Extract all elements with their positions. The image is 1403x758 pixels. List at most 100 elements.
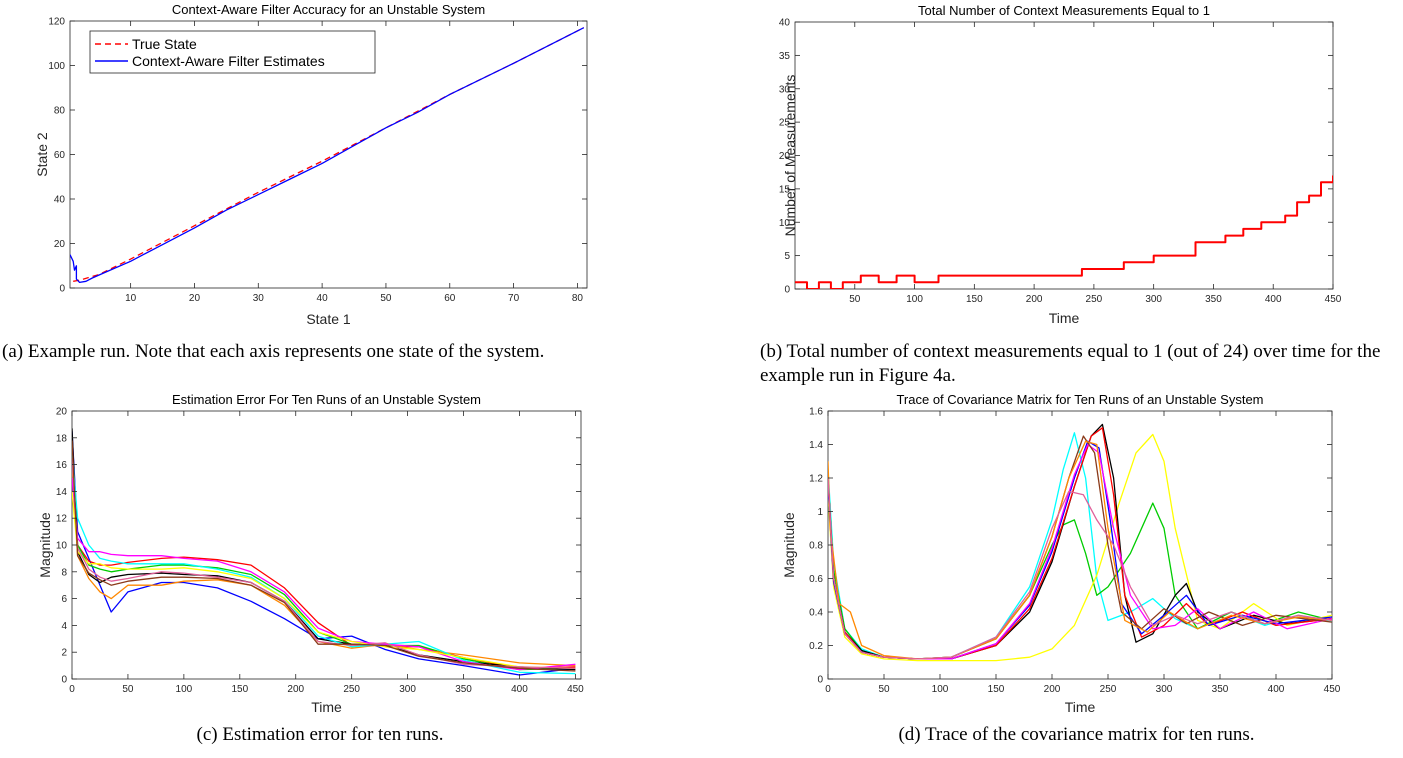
- series-line-2: [70, 27, 585, 284]
- x-tick-label: 250: [1086, 294, 1103, 305]
- y-tick-label: 10: [779, 218, 791, 229]
- y-tick-label: 0: [784, 285, 790, 296]
- x-tick-label: 350: [1205, 294, 1222, 305]
- series-group: [795, 175, 1333, 289]
- y-tick-label: 60: [54, 150, 66, 161]
- caption-c: (c) Estimation error for ten runs.: [196, 724, 444, 745]
- plot-area: [827, 410, 1333, 680]
- y-tick-label: 35: [779, 51, 791, 62]
- x-tick-label: 150: [231, 684, 248, 695]
- chart-b: 50 100 150 200 250 300 350 400 450 0 5 10 15 20 25 30 35…: [779, 3, 1342, 326]
- x-tick-label: 450: [1324, 684, 1341, 695]
- x-tick-label: 30: [253, 293, 265, 304]
- series-line-6: [72, 451, 576, 675]
- y-tick-label: 0.6: [809, 574, 823, 585]
- x-tick-label: 200: [1044, 684, 1061, 695]
- y-tick-label: 6: [61, 594, 67, 605]
- series-group: [70, 27, 585, 284]
- x-tick-label: 400: [1268, 684, 1285, 695]
- y-tick-label: 20: [779, 151, 791, 162]
- chart-title: Total Number of Context Measurements Equ…: [918, 3, 1210, 18]
- y-tick-label: 100: [48, 61, 65, 72]
- y-tick-label: 12: [56, 514, 68, 525]
- chart-c: 0 50 100 150 200 250 300 350 400 450 0 2 4 6 8 10 12 14 16…: [37, 392, 584, 715]
- y-tick-label: 1.2: [809, 474, 823, 485]
- x-tick-label: 0: [825, 684, 831, 695]
- x-tick-label: 50: [380, 293, 392, 304]
- y-tick-label: 20: [56, 407, 68, 418]
- x-axis-label: Time: [1049, 310, 1080, 326]
- y-axis-label: Number of Measurements: [782, 75, 798, 237]
- caption-b: (b) Total number of context measurements…: [760, 341, 1381, 386]
- legend-box: [89, 30, 376, 74]
- x-tick-label: 200: [287, 684, 304, 695]
- y-tick-label: 4: [61, 621, 67, 632]
- x-tick-label: 450: [1325, 294, 1342, 305]
- series-line-8: [72, 491, 576, 669]
- figure-panel-c: 0 50 100 150 200 250 300 350 400 450 0 2 4 6 8 10 12 14 16…: [0, 390, 640, 758]
- series-group: [828, 423, 1332, 662]
- y-tick-label: 0.2: [809, 641, 823, 652]
- y-tick-label: 10: [56, 541, 68, 552]
- series-line-10: [828, 477, 1332, 660]
- y-tick-label: 30: [779, 84, 791, 95]
- series-line-3: [72, 444, 576, 671]
- series-line-7: [72, 477, 576, 671]
- y-tick-label: 1.4: [809, 440, 823, 451]
- x-tick-label: 250: [1100, 684, 1117, 695]
- series-line-9: [828, 440, 1332, 660]
- x-tick-label: 50: [849, 294, 861, 305]
- y-tick-label: 0: [61, 675, 67, 686]
- y-tick-label: 40: [54, 195, 66, 206]
- y-tick-label: 0.8: [809, 541, 823, 552]
- y-tick-label: 0: [817, 675, 823, 686]
- y-tick-label: 15: [779, 184, 791, 195]
- series-line-1: [795, 175, 1333, 289]
- x-tick-label: 300: [399, 684, 416, 695]
- x-tick-label: 150: [988, 684, 1005, 695]
- legend-label: Context-Aware Filter Estimates: [132, 53, 325, 69]
- x-tick-label: 450: [567, 684, 584, 695]
- x-tick-label: 100: [932, 684, 949, 695]
- y-tick-label: 18: [56, 433, 68, 444]
- figure-panel-d: 0 50 100 150 200 250 300 350 400 450 0 0.2 0.4 0.6 0.8…: [750, 390, 1403, 758]
- y-tick-label: 1.6: [809, 407, 823, 418]
- y-tick-label: 1: [817, 507, 823, 518]
- x-tick-label: 100: [906, 294, 923, 305]
- y-tick-label: 80: [54, 106, 66, 117]
- y-tick-label: 0.4: [809, 608, 823, 619]
- x-axis-label: Time: [311, 699, 342, 715]
- x-tick-label: 300: [1145, 294, 1162, 305]
- chart-title: Trace of Covariance Matrix for Ten Runs …: [896, 392, 1263, 407]
- x-tick-label: 80: [572, 293, 584, 304]
- x-tick-label: 100: [176, 684, 193, 695]
- caption-d: (d) Trace of the covariance matrix for t…: [898, 724, 1255, 745]
- x-tick-label: 50: [878, 684, 890, 695]
- y-axis-label: Magnitude: [781, 512, 797, 578]
- x-axis-label: State 1: [306, 311, 351, 327]
- y-axis-label: State 2: [34, 132, 50, 177]
- legend-label: True State: [132, 36, 197, 52]
- y-tick-label: 120: [48, 17, 65, 28]
- x-tick-label: 400: [511, 684, 528, 695]
- y-tick-label: 5: [784, 251, 790, 262]
- x-tick-label: 60: [444, 293, 456, 304]
- chart-title: Context-Aware Filter Accuracy for an Uns…: [172, 2, 485, 17]
- y-tick-label: 0: [59, 284, 65, 295]
- chart-a: 10 20 30 40 50 60 70 80 0 20 40 60 80 100 120 Context-A…: [34, 2, 588, 327]
- caption-a: (a) Example run. Note that each axis rep…: [2, 341, 545, 362]
- x-tick-label: 150: [966, 294, 983, 305]
- series-line-10: [72, 440, 576, 672]
- x-tick-label: 200: [1026, 294, 1043, 305]
- x-tick-label: 50: [122, 684, 134, 695]
- x-tick-label: 40: [317, 293, 329, 304]
- figure-panel-a: 10 20 30 40 50 60 70 80 0 20 40 60 80 100 120 Context-A…: [0, 0, 640, 380]
- chart-title: Estimation Error For Ten Runs of an Unst…: [172, 392, 481, 407]
- y-tick-label: 8: [61, 567, 67, 578]
- x-tick-label: 70: [508, 293, 520, 304]
- y-tick-label: 25: [779, 118, 791, 129]
- y-tick-label: 2: [61, 648, 67, 659]
- y-tick-label: 20: [54, 239, 66, 250]
- x-tick-label: 400: [1265, 294, 1282, 305]
